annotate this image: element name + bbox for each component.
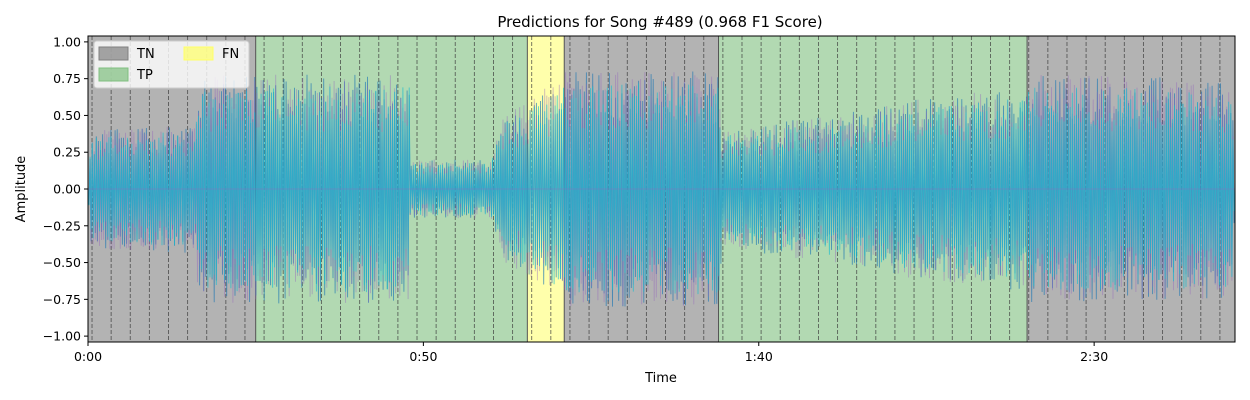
plot-area <box>87 35 1236 343</box>
waveform-trace <box>87 83 1236 295</box>
chart-title: Predictions for Song #489 (0.968 F1 Scor… <box>497 13 822 31</box>
y-tick-label: 0.75 <box>53 71 81 86</box>
y-axis: 1.00 0.75 0.50 0.25 0.00 −0.25 −0.50 −0.75 −1.00 <box>43 34 88 344</box>
y-tick-label: −0.75 <box>43 292 81 307</box>
x-tick-label: 1:40 <box>745 349 773 364</box>
y-tick-label: 0.25 <box>53 145 81 160</box>
waveform-layer <box>87 71 1236 307</box>
x-tick-label: 2:30 <box>1080 349 1108 364</box>
y-tick-label: −0.25 <box>43 218 81 233</box>
y-axis-title: Amplitude <box>14 156 29 223</box>
legend-swatch-fn <box>183 46 214 61</box>
x-axis-title: Time <box>644 371 677 386</box>
x-tick-label: 0:00 <box>74 349 102 364</box>
legend: TN TP FN <box>93 40 250 89</box>
x-tick-label: 0:50 <box>409 349 437 364</box>
legend-swatch-tn <box>98 46 129 61</box>
legend-swatch-tp <box>98 67 129 82</box>
y-tick-label: 0.00 <box>53 182 81 197</box>
y-tick-label: −0.50 <box>43 255 81 270</box>
legend-label: FN <box>222 47 239 62</box>
legend-label: TN <box>136 47 155 62</box>
legend-label: TP <box>136 68 153 83</box>
y-tick-label: −1.00 <box>43 329 81 344</box>
y-tick-label: 1.00 <box>53 34 81 49</box>
y-tick-label: 0.50 <box>53 108 81 123</box>
x-axis: 0:00 0:50 1:40 2:30 <box>74 342 1108 364</box>
